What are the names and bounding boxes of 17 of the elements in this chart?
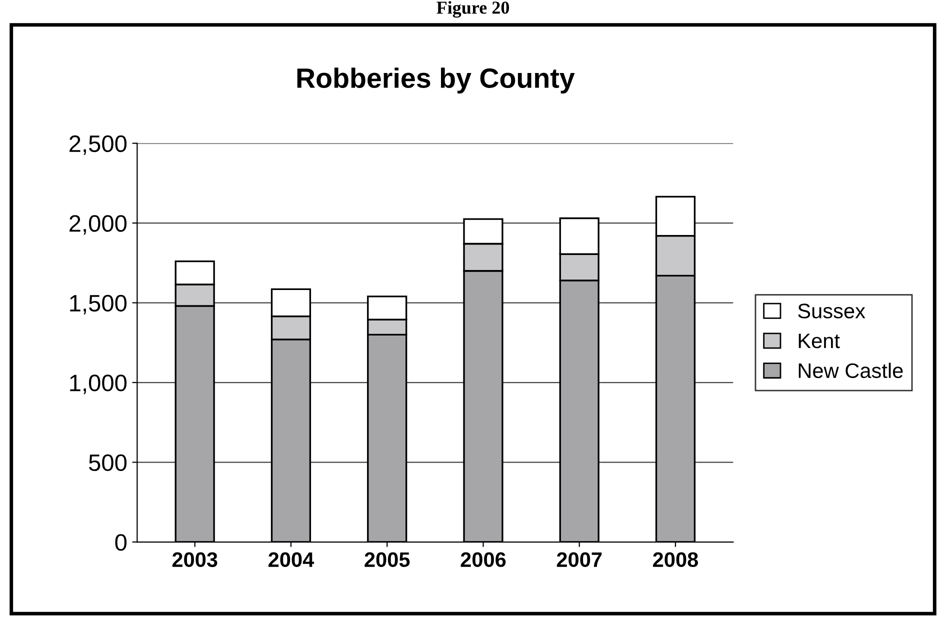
legend-label: Kent [798,334,840,348]
caption: Figure 20 [436,1,510,18]
x-tick-label: 2006 [460,552,506,568]
y-tick-label: 2,500 [70,135,127,155]
x-tick-label: 2004 [268,552,314,568]
y-tick-label: 2,000 [70,215,127,235]
x-tick-label: 2003 [172,552,218,568]
x-tick-label: 2007 [556,552,602,568]
x-tick-label: 2008 [653,552,698,568]
y-tick-label: 500 [89,454,127,472]
y-tick-label: 1,000 [70,374,127,394]
legend-label: New Castle [798,362,903,378]
y-tick-label: 1,500 [70,294,127,314]
chart-title: Robberies by County [297,68,575,94]
legend-label: Sussex [798,304,866,318]
x-tick-label: 2005 [364,552,410,568]
y-tick-label: 0 [115,534,127,551]
